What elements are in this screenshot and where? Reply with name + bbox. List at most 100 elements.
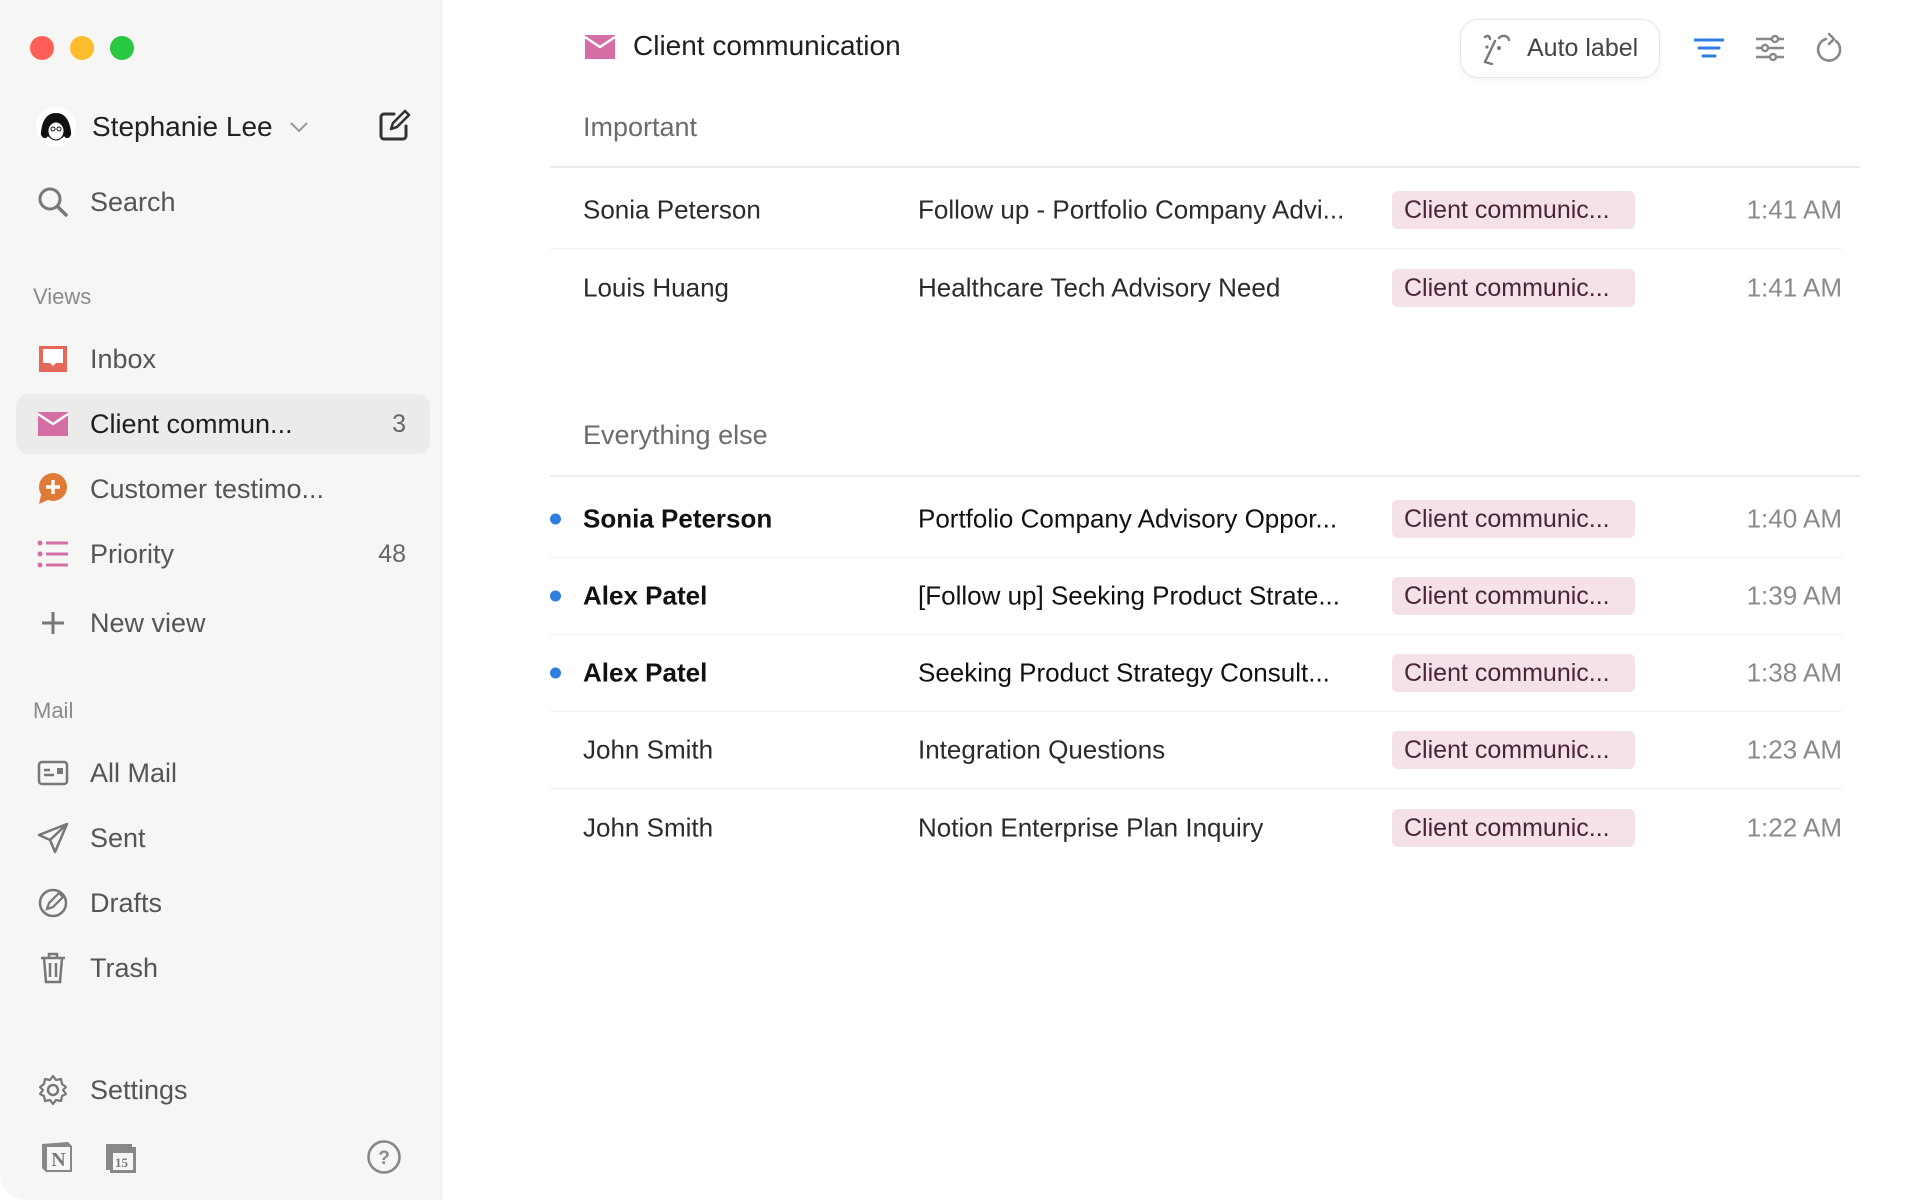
message-subject: Healthcare Tech Advisory Need <box>918 272 1281 302</box>
sidebar-item-trash[interactable]: Trash <box>16 938 430 998</box>
all-mail-icon <box>36 756 70 790</box>
message-time: 1:39 AM <box>1746 580 1842 611</box>
sidebar-item-label: Sent <box>90 822 146 853</box>
message-subject: [Follow up] Seeking Product Strate... <box>918 580 1340 611</box>
sidebar-item-customer-testimonials[interactable]: Customer testimo... <box>16 459 430 519</box>
search-icon <box>36 185 70 219</box>
calendar-day: 15 <box>115 1155 128 1170</box>
message-row[interactable]: John Smith Notion Enterprise Plan Inquiry… <box>550 789 1842 866</box>
sidebar-item-label: Drafts <box>90 887 163 918</box>
drafts-icon <box>36 886 70 920</box>
sidebar-item-label: Client commun... <box>90 408 293 439</box>
sidebar-item-label: Trash <box>90 952 159 983</box>
message-row[interactable]: Sonia Peterson Portfolio Company Advisory… <box>550 481 1842 558</box>
sidebar-item-settings[interactable]: Settings <box>16 1060 430 1120</box>
trash-icon <box>36 951 70 985</box>
message-row[interactable]: Sonia Peterson Follow up - Portfolio Comp… <box>550 172 1842 249</box>
search-label: Search <box>90 186 176 217</box>
label-tag[interactable]: Client communic... <box>1392 500 1635 538</box>
sidebar-item-label: Customer testimo... <box>90 473 325 504</box>
message-sender: John Smith <box>583 734 714 765</box>
notion-icon[interactable]: N <box>40 1140 74 1174</box>
label-tag[interactable]: Client communic... <box>1392 268 1635 307</box>
label-tag[interactable]: Client communic... <box>1392 191 1635 229</box>
message-time: 1:38 AM <box>1746 657 1842 688</box>
svg-text:N: N <box>51 1149 66 1171</box>
unread-dot <box>550 513 561 525</box>
filter-icon[interactable] <box>1694 38 1724 58</box>
message-sender: Louis Huang <box>583 272 729 302</box>
sidebar-item-drafts[interactable]: Drafts <box>16 873 430 933</box>
sidebar-item-label: Settings <box>90 1074 188 1105</box>
search-button[interactable]: Search <box>16 172 430 232</box>
message-time: 1:41 AM <box>1746 194 1842 225</box>
unread-dot <box>550 667 561 679</box>
group-header: Everything else <box>583 420 768 450</box>
message-subject: Follow up - Portfolio Company Advi... <box>918 194 1345 225</box>
message-sender: Alex Patel <box>583 657 708 688</box>
group-divider <box>550 475 1860 477</box>
chevron-down-icon <box>289 122 308 133</box>
refresh-icon[interactable] <box>1816 32 1844 64</box>
message-time: 1:23 AM <box>1746 734 1842 765</box>
plus-icon <box>36 606 70 640</box>
views-section-label: Views <box>33 284 92 309</box>
message-time: 1:22 AM <box>1746 812 1842 842</box>
message-row[interactable]: Alex Patel Seeking Product Strategy Consu… <box>550 635 1842 712</box>
message-row[interactable]: Louis Huang Healthcare Tech Advisory Need… <box>550 249 1842 326</box>
account-name: Stephanie Lee <box>92 111 273 142</box>
sidebar-item-label: New view <box>90 607 206 638</box>
calendar-icon[interactable]: 15 <box>104 1140 138 1174</box>
sidebar-item-label: All Mail <box>90 757 178 788</box>
envelope-icon <box>584 35 616 59</box>
account-switcher[interactable]: Stephanie Lee <box>36 106 309 148</box>
group-divider <box>550 166 1860 168</box>
help-icon[interactable]: ? <box>366 1139 402 1175</box>
message-subject: Notion Enterprise Plan Inquiry <box>918 812 1264 842</box>
sidebar-item-sent[interactable]: Sent <box>16 808 430 868</box>
minimize-window-button[interactable] <box>70 36 94 60</box>
svg-text:?: ? <box>378 1148 390 1169</box>
sidebar-item-inbox[interactable]: Inbox <box>16 329 430 389</box>
sidebar-item-label: Priority <box>90 538 175 569</box>
label-tag[interactable]: Client communic... <box>1392 731 1635 769</box>
message-row[interactable]: Alex Patel [Follow up] Seeking Product St… <box>550 558 1842 635</box>
sidebar-item-priority[interactable]: Priority 48 <box>16 524 430 584</box>
sidebar-item-label: Inbox <box>90 343 157 374</box>
message-time: 1:40 AM <box>1746 503 1842 534</box>
new-view-button[interactable]: New view <box>16 593 430 653</box>
message-sender: John Smith <box>583 812 714 842</box>
sidebar-item-client-communication[interactable]: Client commun... 3 <box>16 394 430 454</box>
message-sender: Sonia Peterson <box>583 194 761 225</box>
sidebar-item-all-mail[interactable]: All Mail <box>16 743 430 803</box>
inbox-icon <box>36 342 70 376</box>
auto-label-icon <box>1483 34 1511 65</box>
label-tag[interactable]: Client communic... <box>1392 808 1635 847</box>
group-header: Important <box>583 112 698 142</box>
message-sender: Sonia Peterson <box>583 503 773 534</box>
avatar <box>36 107 76 147</box>
message-time: 1:41 AM <box>1746 272 1842 302</box>
label-tag[interactable]: Client communic... <box>1392 654 1635 692</box>
gear-icon <box>36 1073 70 1107</box>
auto-label-button[interactable]: Auto label <box>1460 19 1660 78</box>
send-icon <box>36 821 70 855</box>
message-subject: Portfolio Company Advisory Oppor... <box>918 503 1338 534</box>
message-row[interactable]: John Smith Integration Questions Client co… <box>550 712 1842 789</box>
label-tag[interactable]: Client communic... <box>1392 577 1635 615</box>
chat-plus-icon <box>36 472 70 506</box>
unread-dot <box>550 590 561 602</box>
mail-section-label: Mail <box>33 698 74 723</box>
close-window-button[interactable] <box>30 36 54 60</box>
item-count: 48 <box>378 539 406 568</box>
page-title: Client communication <box>633 30 901 61</box>
auto-label-text: Auto label <box>1527 34 1639 62</box>
envelope-icon <box>36 407 70 441</box>
sliders-icon[interactable] <box>1755 33 1785 63</box>
message-subject: Seeking Product Strategy Consult... <box>918 657 1330 688</box>
message-subject: Integration Questions <box>918 734 1166 765</box>
compose-icon[interactable] <box>376 108 412 144</box>
list-icon <box>36 537 70 571</box>
unread-count: 3 <box>392 409 406 438</box>
maximize-window-button[interactable] <box>110 36 134 60</box>
